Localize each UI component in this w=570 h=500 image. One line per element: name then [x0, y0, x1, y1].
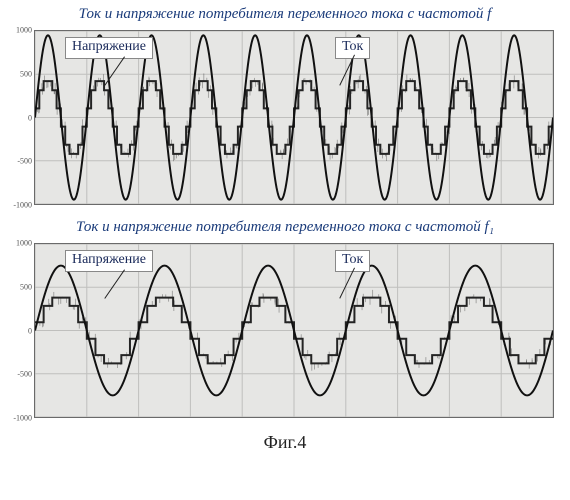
ytick-label: -1000 — [10, 201, 32, 210]
ytick-label: -500 — [10, 370, 32, 379]
ytick-label: 0 — [10, 113, 32, 122]
panel-title-bottom: Ток и напряжение потребителя переменного… — [10, 219, 560, 236]
plot-top: Напряжение Ток — [34, 30, 554, 205]
ytick-label: 1000 — [10, 239, 32, 248]
figure-page: Ток и напряжение потребителя переменного… — [0, 0, 570, 500]
panel-top: Ток и напряжение потребителя переменного… — [10, 6, 560, 211]
ytick-label: 0 — [10, 326, 32, 335]
ytick-label: 1000 — [10, 26, 32, 35]
panel-title-top: Ток и напряжение потребителя переменного… — [10, 6, 560, 23]
voltage-label-bottom: Напряжение — [65, 250, 153, 272]
figure-caption: Фиг.4 — [10, 432, 560, 453]
plot-bottom: Напряжение Ток 00.010.020.030.040.050.06… — [34, 243, 554, 418]
ytick-label: -1000 — [10, 414, 32, 423]
panel-bottom: Ток и напряжение потребителя переменного… — [10, 219, 560, 424]
voltage-label-top: Напряжение — [65, 37, 153, 59]
ytick-label: 500 — [10, 69, 32, 78]
ytick-label: -500 — [10, 157, 32, 166]
ytick-label: 500 — [10, 282, 32, 291]
